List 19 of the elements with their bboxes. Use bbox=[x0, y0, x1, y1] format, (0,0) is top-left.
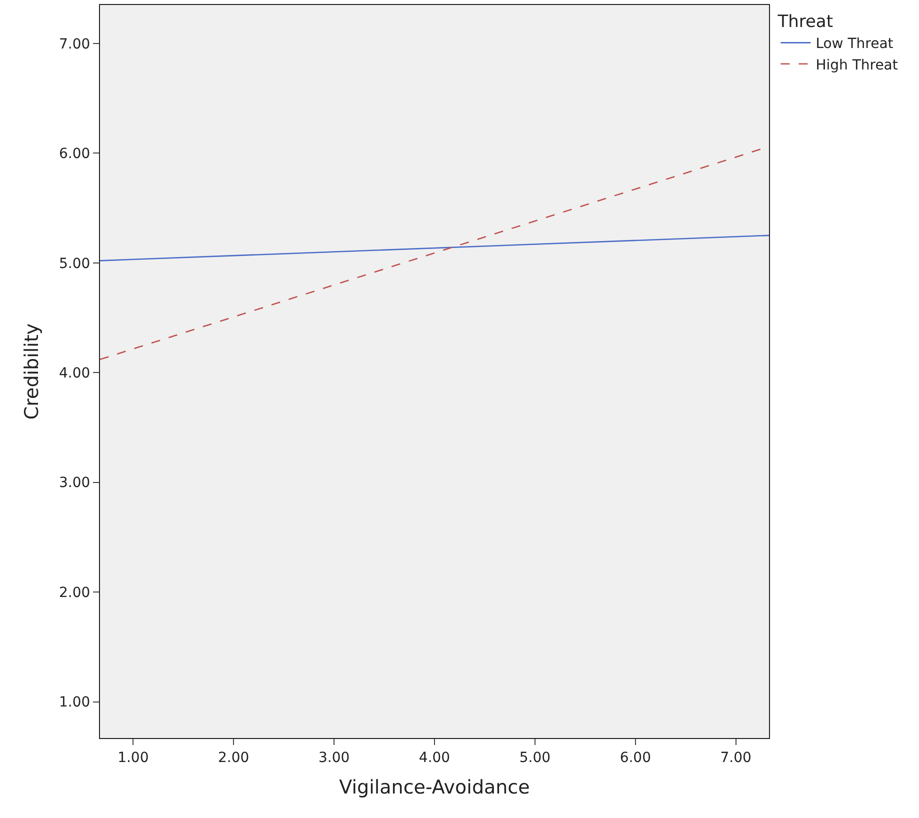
y-tick-label: 7.00 bbox=[59, 36, 90, 52]
legend-label: High Threat bbox=[816, 57, 898, 74]
legend-label: Low Threat bbox=[816, 36, 894, 52]
x-tick-label: 1.00 bbox=[118, 750, 149, 766]
y-tick-label: 6.00 bbox=[59, 146, 90, 162]
y-tick-label: 2.00 bbox=[59, 584, 90, 601]
y-axis-title: Credibility bbox=[20, 323, 43, 420]
y-tick-label: 3.00 bbox=[59, 475, 90, 492]
y-tick-label: 4.00 bbox=[59, 366, 90, 382]
x-tick-label: 7.00 bbox=[720, 750, 752, 766]
y-tick-label: 5.00 bbox=[59, 256, 90, 272]
x-tick-label: 3.00 bbox=[318, 750, 350, 766]
legend-title: Threat bbox=[776, 12, 834, 32]
x-axis-title: Vigilance-Avoidance bbox=[339, 776, 530, 799]
x-tick-label: 2.00 bbox=[218, 750, 250, 766]
x-tick-label: 6.00 bbox=[620, 750, 651, 766]
y-tick-label: 1.00 bbox=[59, 694, 90, 711]
x-tick-label: 5.00 bbox=[519, 750, 551, 766]
x-tick-label: 4.00 bbox=[418, 750, 450, 766]
